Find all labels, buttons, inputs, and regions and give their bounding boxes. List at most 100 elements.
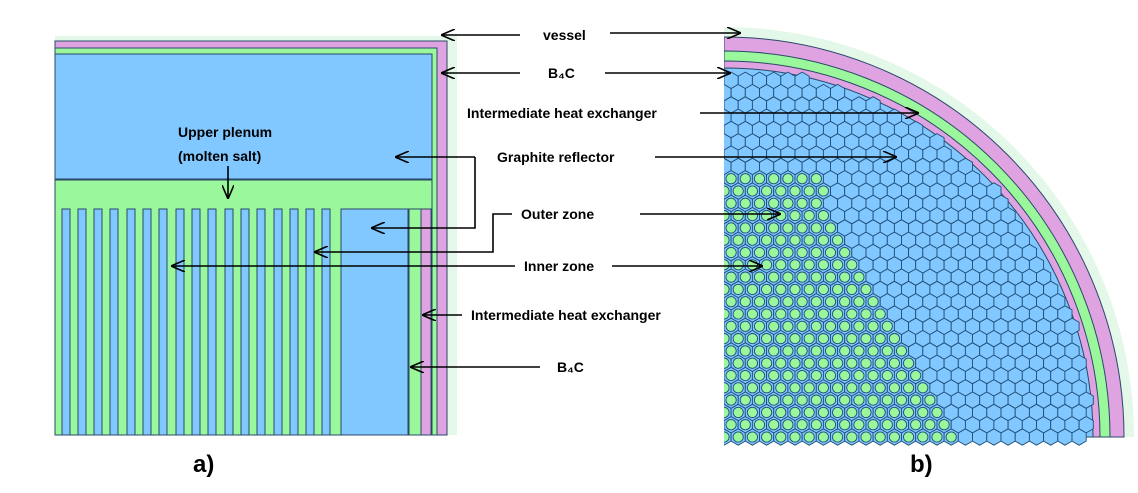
fuel-pin: [824, 345, 837, 357]
fuel-pin: [817, 431, 829, 443]
fuel-pin: [910, 369, 922, 382]
fuel-pin: [853, 394, 865, 406]
fuel-channel: [256, 208, 266, 436]
hex-cell: [865, 96, 881, 114]
fuel-pin: [803, 259, 815, 271]
fuel-pin: [775, 382, 787, 394]
fuel-pin: [761, 259, 773, 271]
fuel-pin: [725, 345, 737, 357]
fuel-pin: [782, 246, 794, 259]
fuel-pin: [739, 271, 751, 283]
fuel-pin: [732, 333, 744, 345]
fuel-pin: [824, 271, 837, 283]
fuel-pin: [824, 320, 837, 332]
annotation-labels: vessel B₄C Intermediate heat exchanger G…: [178, 27, 933, 478]
fuel-pin: [888, 357, 900, 369]
fuel-channel: [273, 208, 283, 436]
fuel-channel: [158, 208, 168, 436]
fuel-pin: [874, 431, 886, 443]
arrow-outer-zone-a1: [372, 157, 476, 228]
hex-cell: [830, 83, 846, 102]
fuel-pin: [824, 369, 837, 382]
fuel-pin: [903, 382, 915, 394]
fuel-pin: [796, 369, 808, 382]
fuel-pin: [931, 406, 943, 418]
label-b4c-right: B₄C: [557, 359, 584, 375]
fuel-pin: [725, 394, 737, 406]
fuel-pin: [753, 369, 766, 382]
fuel-pin: [817, 357, 829, 369]
fuel-pin: [903, 357, 915, 369]
fuel-pin: [775, 357, 787, 369]
fuel-pin: [725, 173, 737, 185]
fuel-pin: [761, 234, 773, 246]
fuel-pin: [945, 431, 957, 443]
fuel-pin: [824, 419, 837, 431]
fuel-pin: [853, 296, 865, 308]
fuel-pin: [803, 333, 815, 345]
fuel-pin: [761, 185, 773, 197]
hex-cell: [815, 83, 831, 102]
fuel-pin: [796, 296, 808, 308]
fuel-pin: [832, 283, 844, 295]
hex-cell: [766, 71, 782, 90]
fuel-pin: [810, 271, 822, 283]
fuel-pin: [768, 222, 780, 234]
fuel-pin: [782, 222, 794, 234]
fuel-pin: [775, 283, 787, 295]
fuel-pin: [796, 320, 808, 332]
panel-label-b: b): [910, 451, 933, 478]
fuel-pin: [782, 320, 794, 332]
fuel-pin: [817, 406, 829, 418]
fuel-channel: [305, 208, 315, 436]
fuel-pin: [746, 382, 758, 394]
fuel-pin: [768, 271, 780, 283]
fuel-pin: [782, 197, 794, 209]
upper-plenum: [54, 53, 433, 180]
fuel-pin: [853, 419, 865, 431]
fuel-pin: [753, 320, 766, 332]
fuel-pin: [846, 333, 858, 345]
fuel-pin: [881, 419, 893, 431]
fuel-pin: [725, 419, 737, 431]
hex-cell: [780, 71, 796, 90]
fuel-pin: [724, 431, 730, 443]
fuel-pin: [761, 333, 773, 345]
fuel-pin: [803, 234, 815, 246]
fuel-pin: [753, 246, 766, 259]
hex-cell: [886, 108, 902, 126]
fuel-pin: [725, 369, 737, 382]
fuel-pin: [796, 394, 808, 406]
fuel-pin: [753, 345, 766, 357]
fuel-pin: [753, 419, 766, 431]
fuel-pin: [782, 419, 794, 431]
fuel-pin: [817, 210, 829, 222]
fuel-pin: [846, 382, 858, 394]
fuel-pin: [746, 234, 758, 246]
fuel-pin: [782, 369, 794, 382]
fuel-pin: [888, 431, 900, 443]
fuel-channel: [93, 208, 103, 436]
fuel-channels: [61, 208, 331, 436]
fuel-pin: [724, 259, 730, 271]
fuel-pin: [867, 320, 879, 332]
fuel-pin: [724, 357, 730, 369]
fuel-pin: [761, 406, 773, 418]
fuel-pin: [860, 382, 872, 394]
fuel-pin: [789, 234, 801, 246]
fuel-pin: [768, 345, 780, 357]
fuel-pin: [796, 222, 808, 234]
fuel-pin: [839, 296, 851, 308]
fuel-pin: [732, 283, 744, 295]
fuel-pin: [824, 222, 837, 234]
fuel-pin: [817, 259, 829, 271]
fuel-pin: [874, 333, 886, 345]
fuel-pin: [803, 406, 815, 418]
fuel-pin: [739, 296, 751, 308]
fuel-pin: [782, 296, 794, 308]
fuel-pin: [860, 308, 872, 320]
fuel-pin: [789, 308, 801, 320]
fuel-pin: [853, 369, 865, 382]
fuel-pin: [796, 246, 808, 259]
